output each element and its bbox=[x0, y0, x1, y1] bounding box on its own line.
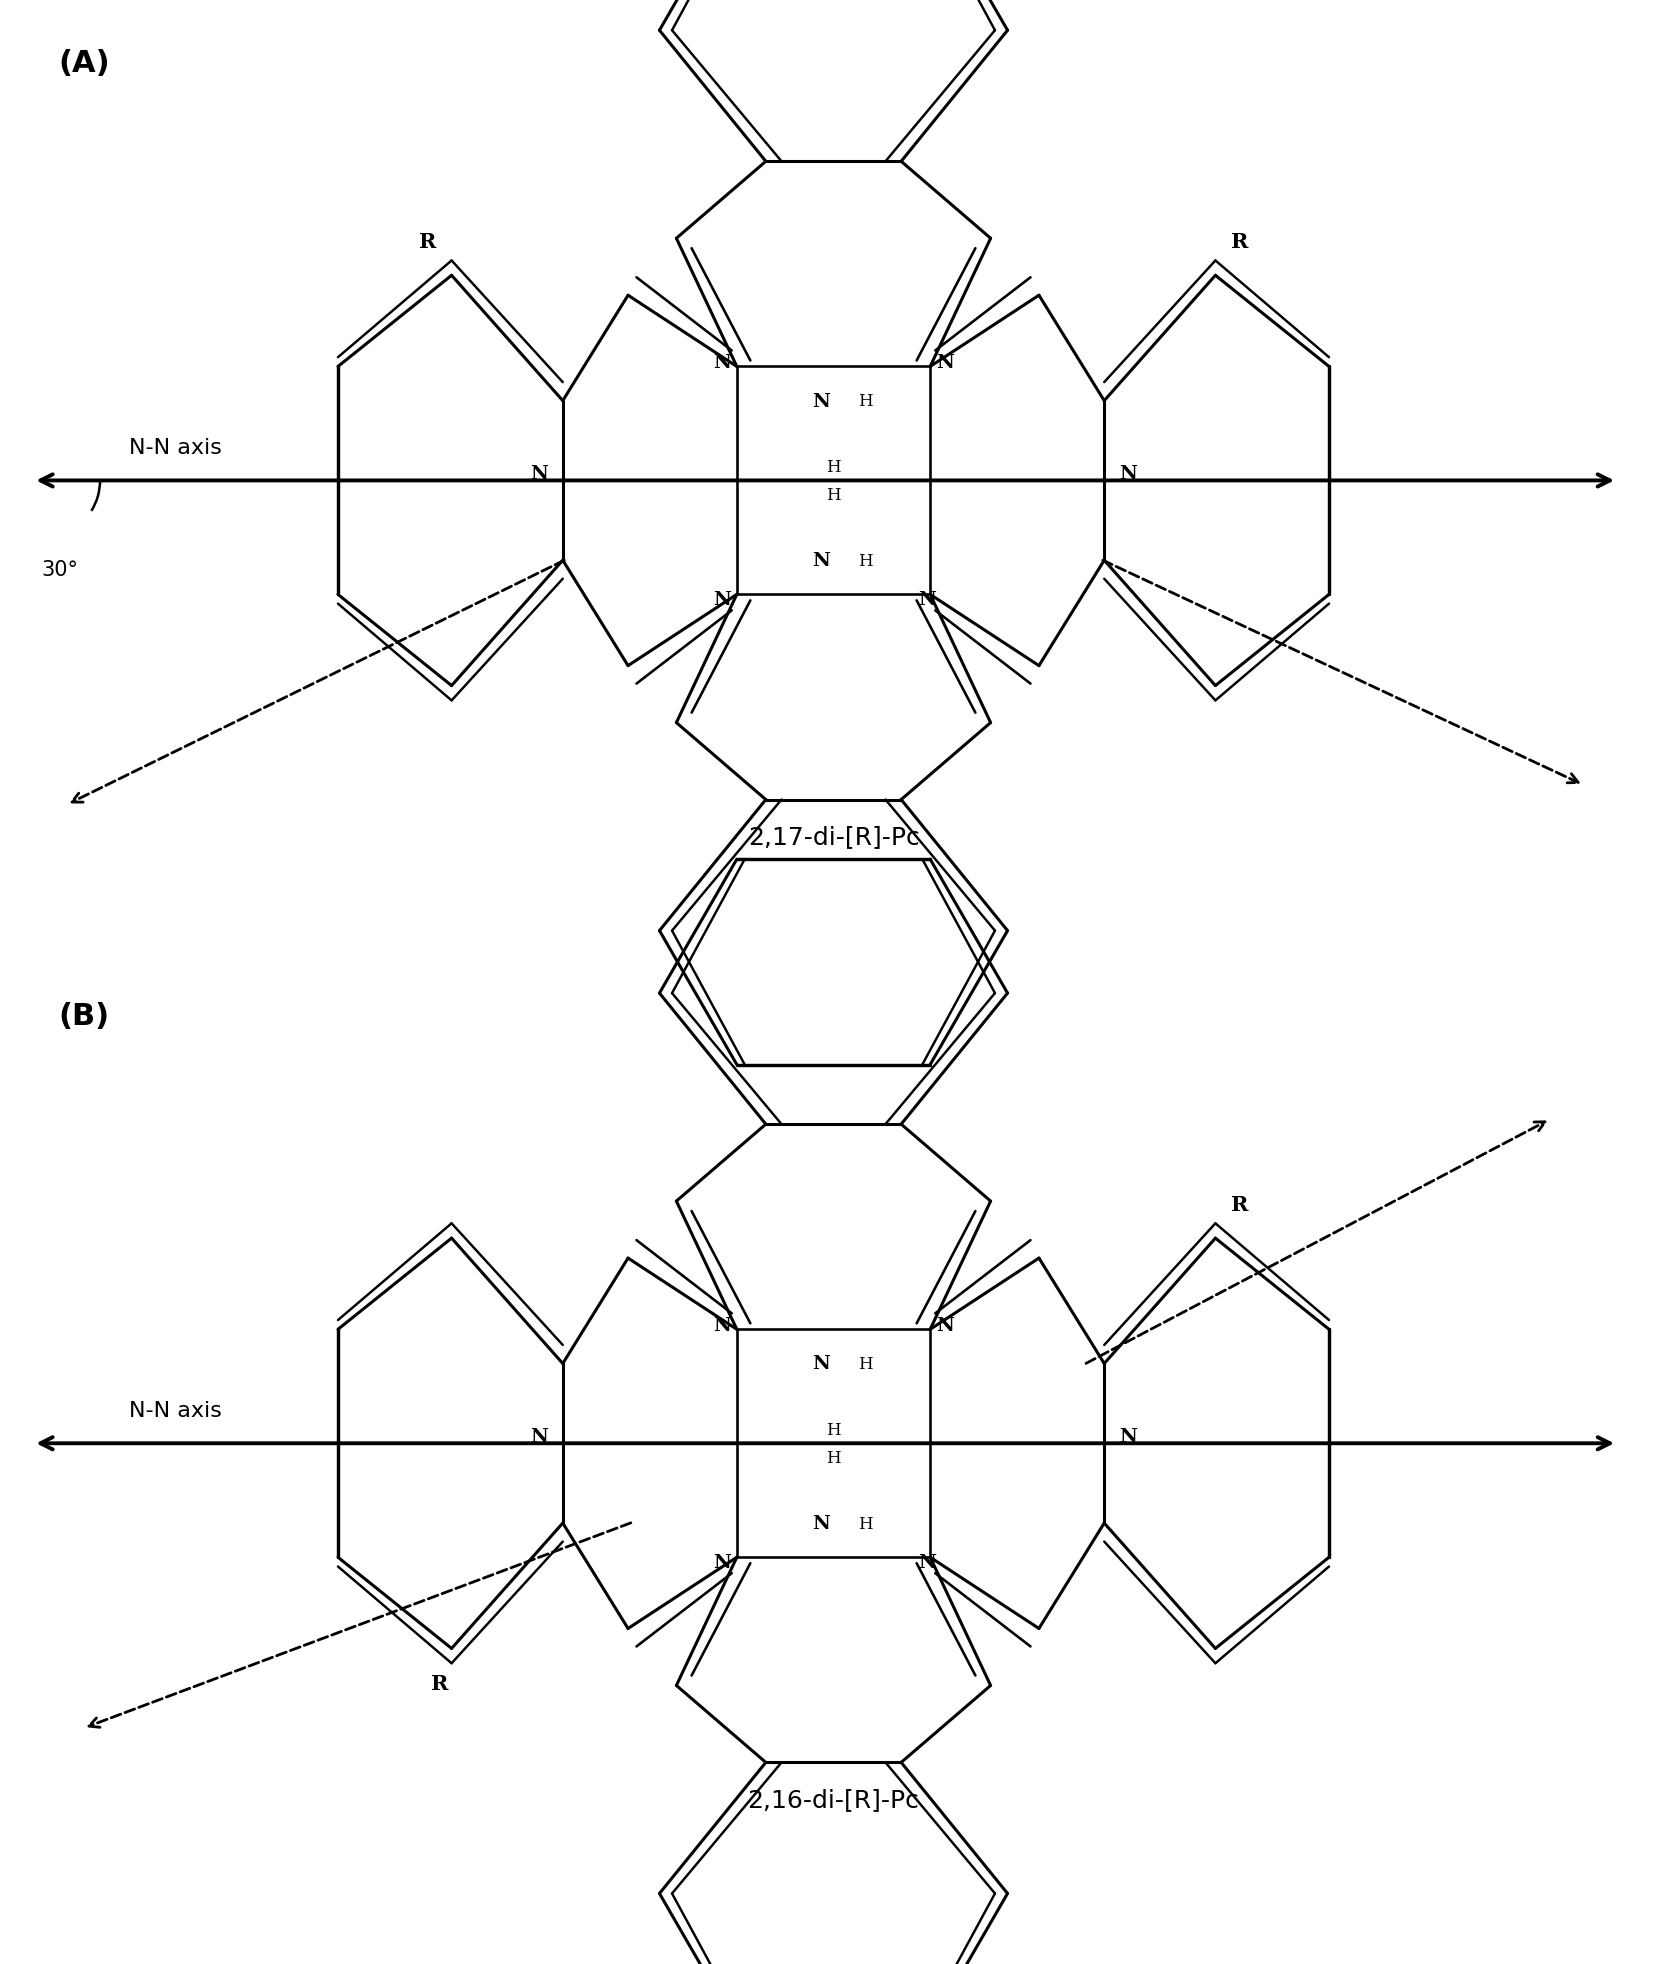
Text: H: H bbox=[857, 1514, 872, 1532]
Text: N: N bbox=[713, 354, 730, 371]
Text: N: N bbox=[1120, 1428, 1137, 1446]
Text: N-N axis: N-N axis bbox=[128, 438, 222, 458]
Text: N: N bbox=[937, 354, 954, 371]
Text: H: H bbox=[827, 458, 840, 475]
Text: N: N bbox=[713, 1554, 730, 1571]
Text: H: H bbox=[857, 393, 872, 410]
Text: N: N bbox=[919, 1554, 937, 1571]
Text: N: N bbox=[713, 591, 730, 609]
Text: R: R bbox=[430, 1673, 448, 1693]
Text: H: H bbox=[827, 1420, 840, 1438]
Text: N: N bbox=[812, 1514, 830, 1532]
Text: N: N bbox=[812, 393, 830, 410]
Text: H: H bbox=[857, 1355, 872, 1373]
Text: (B): (B) bbox=[58, 1002, 110, 1031]
Text: N: N bbox=[812, 552, 830, 570]
Text: N: N bbox=[530, 1428, 547, 1446]
Text: H: H bbox=[827, 1449, 840, 1467]
Text: H: H bbox=[857, 552, 872, 570]
Text: R: R bbox=[1230, 1194, 1249, 1214]
Text: N-N axis: N-N axis bbox=[128, 1400, 222, 1420]
Text: 2,16-di-[R]-Pc: 2,16-di-[R]-Pc bbox=[747, 1787, 920, 1811]
Text: N: N bbox=[1120, 465, 1137, 483]
Text: N: N bbox=[937, 1316, 954, 1334]
Text: H: H bbox=[827, 487, 840, 505]
Text: R: R bbox=[418, 232, 437, 251]
Text: (A): (A) bbox=[58, 49, 110, 79]
Text: N: N bbox=[919, 591, 937, 609]
Text: 30°: 30° bbox=[42, 560, 78, 579]
Text: N: N bbox=[713, 1316, 730, 1334]
Text: 2,17-di-[R]-Pc: 2,17-di-[R]-Pc bbox=[747, 825, 920, 848]
Text: N: N bbox=[812, 1355, 830, 1373]
Text: R: R bbox=[1230, 232, 1249, 251]
Text: N: N bbox=[530, 465, 547, 483]
